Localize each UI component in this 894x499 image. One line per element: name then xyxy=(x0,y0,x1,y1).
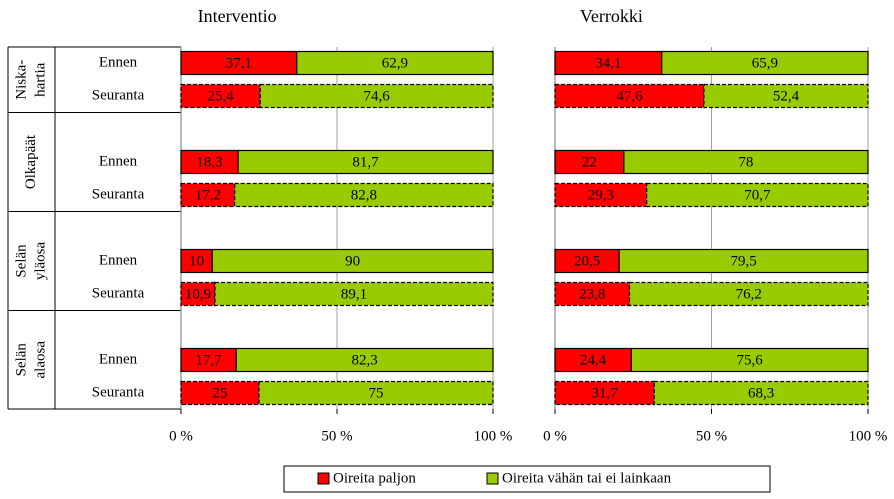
x-tick-label: 0 % xyxy=(169,428,193,444)
bar-segment xyxy=(646,182,869,208)
row-label: Seuranta xyxy=(92,186,145,202)
row-label: Ennen xyxy=(99,351,138,367)
value-label: 22 xyxy=(582,154,597,170)
bar-segment xyxy=(296,50,494,76)
value-label: 81,7 xyxy=(352,154,379,170)
group-label: Olkapäät xyxy=(23,134,39,189)
value-label: 24,4 xyxy=(580,352,607,368)
row-label: Seuranta xyxy=(92,87,145,103)
value-label: 25,4 xyxy=(207,88,234,104)
x-tick-label: 50 % xyxy=(321,428,352,444)
bar-segment xyxy=(235,347,494,373)
value-label: 89,1 xyxy=(341,286,367,302)
value-label: 70,7 xyxy=(744,187,771,203)
chart-title: Interventio xyxy=(198,6,277,26)
bar-segment xyxy=(623,149,869,175)
value-label: 25 xyxy=(213,385,228,401)
bar-segment xyxy=(214,281,494,307)
value-label: 10 xyxy=(189,253,204,269)
legend-label: Oireita vähän tai ei lainkaan xyxy=(502,470,672,486)
group-label: yläosa xyxy=(32,242,48,281)
bar-segment xyxy=(618,248,869,274)
x-tick-label: 0 % xyxy=(543,428,567,444)
value-label: 62,9 xyxy=(382,55,408,71)
bar-segment xyxy=(234,182,494,208)
value-label: 37,1 xyxy=(226,55,252,71)
x-tick-label: 100 % xyxy=(474,428,513,444)
value-label: 17,7 xyxy=(195,352,222,368)
x-tick-label: 100 % xyxy=(849,428,888,444)
group-label: hartia xyxy=(32,62,48,96)
value-label: 82,8 xyxy=(351,187,377,203)
chart-title: Verrokki xyxy=(580,6,643,26)
legend-label: Oireita paljon xyxy=(333,470,416,486)
group-label: Niska- xyxy=(13,60,29,100)
legend-swatch xyxy=(486,472,499,485)
value-label: 20,5 xyxy=(574,253,600,269)
value-label: 65,9 xyxy=(752,55,778,71)
value-label: 47,6 xyxy=(616,88,643,104)
row-label: Ennen xyxy=(99,54,138,70)
value-label: 34,1 xyxy=(595,55,621,71)
row-label: Ennen xyxy=(99,153,138,169)
group-label: alaosa xyxy=(32,341,48,379)
value-label: 79,5 xyxy=(730,253,756,269)
legend-swatch xyxy=(317,472,330,485)
bar-segment xyxy=(630,347,869,373)
bar-segment xyxy=(554,83,705,109)
row-label: Seuranta xyxy=(92,384,145,400)
bar-segment xyxy=(211,248,494,274)
value-label: 90 xyxy=(345,253,360,269)
value-label: 29,3 xyxy=(588,187,614,203)
bar-segment xyxy=(628,281,869,307)
bar-segment xyxy=(180,380,260,406)
value-label: 10,9 xyxy=(185,286,211,302)
bar-segment xyxy=(258,380,494,406)
bar-segment xyxy=(259,83,494,109)
value-label: 74,6 xyxy=(363,88,390,104)
value-label: 52,4 xyxy=(773,88,800,104)
value-label: 82,3 xyxy=(351,352,377,368)
value-label: 31,7 xyxy=(591,385,618,401)
group-label: Selän xyxy=(13,244,29,278)
row-label: Seuranta xyxy=(92,285,145,301)
value-label: 75,6 xyxy=(737,352,764,368)
value-label: 23,8 xyxy=(579,286,605,302)
value-label: 68,3 xyxy=(748,385,774,401)
value-label: 17,2 xyxy=(195,187,221,203)
bar-segment xyxy=(237,149,494,175)
value-label: 18,3 xyxy=(196,154,222,170)
value-label: 75 xyxy=(369,385,384,401)
bar-segment xyxy=(703,83,869,109)
bar-segment xyxy=(653,380,869,406)
value-label: 78 xyxy=(738,154,753,170)
x-tick-label: 50 % xyxy=(696,428,727,444)
value-label: 76,2 xyxy=(736,286,762,302)
legend-box xyxy=(283,465,771,493)
row-label: Ennen xyxy=(99,252,138,268)
bar-segment xyxy=(661,50,869,76)
group-label: Selän xyxy=(13,343,29,377)
bar-segment xyxy=(180,182,236,208)
